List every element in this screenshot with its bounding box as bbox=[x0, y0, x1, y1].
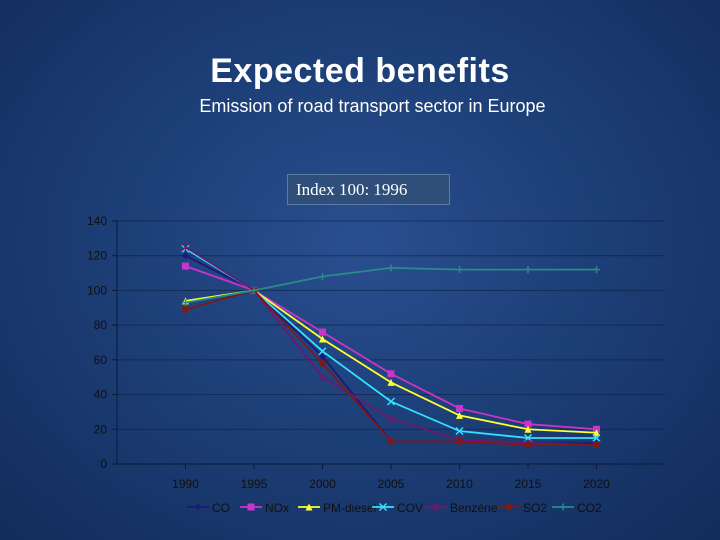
data-point-nox-1990 bbox=[182, 262, 189, 270]
slide-title: Expected benefits bbox=[210, 52, 510, 90]
legend-item-co: CO bbox=[187, 501, 230, 515]
x-tick-label-2000: 2000 bbox=[309, 477, 336, 491]
data-point-so2-2010 bbox=[456, 437, 463, 445]
y-tick-label-0: 0 bbox=[100, 457, 107, 471]
data-point-co-1990 bbox=[182, 252, 189, 260]
series-line-benz-ne bbox=[185, 246, 597, 446]
data-point-benz-ne-1990 bbox=[181, 243, 190, 251]
data-point-co-2000 bbox=[319, 352, 326, 360]
data-point-co2-2015 bbox=[524, 266, 532, 274]
series-benz-ne bbox=[181, 243, 601, 449]
chart-legend: CO NOx PM-diesel COV Benzène SO2 CO2 bbox=[187, 501, 602, 515]
data-point-nox-2015 bbox=[524, 420, 532, 428]
data-point-co2-2010 bbox=[456, 266, 463, 274]
y-tick-label-140: 140 bbox=[87, 214, 107, 228]
data-point-pm-diesel-2000 bbox=[319, 335, 326, 343]
legend-marker-co bbox=[194, 503, 202, 511]
y-tick-label-120: 120 bbox=[87, 249, 107, 263]
legend-marker-so2 bbox=[505, 503, 513, 511]
data-point-nox-2000 bbox=[319, 328, 326, 336]
x-tick-label-2010: 2010 bbox=[446, 477, 473, 491]
chart-series bbox=[181, 243, 601, 449]
index-label: Index 100: 1996 bbox=[296, 180, 408, 199]
legend-marker-benz-ne bbox=[432, 503, 440, 511]
legend-label-so2: SO2 bbox=[523, 501, 547, 515]
x-tick-label-2015: 2015 bbox=[515, 477, 542, 491]
legend-marker-co2 bbox=[559, 503, 567, 511]
legend-marker-pm-diesel bbox=[305, 503, 313, 511]
data-point-nox-2005 bbox=[387, 370, 395, 378]
legend-item-so2: SO2 bbox=[498, 501, 547, 515]
data-point-benz-ne-2005 bbox=[387, 414, 395, 423]
data-point-co2-1995 bbox=[250, 286, 258, 294]
legend-label-pm-diesel: PM-diesel bbox=[323, 501, 376, 515]
legend-item-co2: CO2 bbox=[552, 501, 602, 515]
legend-item-pm-diesel: PM-diesel bbox=[298, 501, 376, 515]
data-point-so2-2000 bbox=[319, 359, 326, 367]
data-point-so2-2015 bbox=[524, 441, 532, 449]
legend-item-nox: NOx bbox=[240, 501, 289, 515]
y-tick-label-20: 20 bbox=[94, 422, 108, 436]
data-point-so2-2005 bbox=[387, 437, 395, 445]
series-line-cov bbox=[185, 248, 597, 439]
data-point-cov-2020 bbox=[592, 433, 601, 442]
x-tick-label-1995: 1995 bbox=[241, 477, 268, 491]
legend-label-cov: COV bbox=[397, 501, 423, 515]
series-pm-diesel bbox=[182, 286, 600, 437]
data-point-so2-2020 bbox=[593, 441, 600, 449]
legend-label-co: CO bbox=[212, 501, 230, 515]
legend-label-nox: NOx bbox=[265, 501, 289, 515]
data-point-pm-diesel-2020 bbox=[593, 429, 600, 437]
data-point-pm-diesel-2005 bbox=[387, 378, 395, 386]
data-point-co2-2020 bbox=[593, 266, 600, 274]
data-point-co2-1990 bbox=[182, 299, 189, 307]
series-line-pm-diesel bbox=[185, 289, 597, 434]
data-point-cov-2010 bbox=[455, 426, 464, 436]
series-cov bbox=[181, 244, 601, 442]
data-point-co2-2005 bbox=[387, 264, 395, 272]
series-line-co bbox=[185, 254, 597, 445]
x-tick-label-2020: 2020 bbox=[583, 477, 610, 491]
legend-marker-cov bbox=[378, 502, 388, 512]
legend-label-co2: CO2 bbox=[577, 501, 602, 515]
legend-label-benz-ne: Benzène bbox=[450, 501, 498, 515]
series-co2 bbox=[182, 264, 600, 307]
y-tick-label-60: 60 bbox=[94, 353, 108, 367]
legend-item-benz-ne: Benzène bbox=[425, 501, 498, 515]
slide-subtitle: Emission of road transport sector in Eur… bbox=[199, 96, 546, 116]
data-point-cov-2000 bbox=[318, 347, 327, 356]
y-tick-label-80: 80 bbox=[94, 318, 108, 332]
data-point-benz-ne-2000 bbox=[318, 373, 327, 382]
legend-marker-nox bbox=[247, 503, 255, 511]
legend-item-cov: COV bbox=[372, 501, 423, 515]
data-point-nox-2010 bbox=[456, 404, 463, 412]
chart-axes: 0 20 40 60 80 100 120 140 1990 1995 2000 2005 2010 20… bbox=[87, 214, 665, 491]
x-tick-label-2005: 2005 bbox=[378, 477, 405, 491]
y-tick-label-100: 100 bbox=[87, 283, 107, 297]
y-tick-label-40: 40 bbox=[94, 388, 108, 402]
data-point-cov-2005 bbox=[386, 397, 396, 406]
x-tick-label-1990: 1990 bbox=[172, 477, 199, 491]
data-point-pm-diesel-2015 bbox=[524, 425, 532, 433]
data-point-co2-2000 bbox=[319, 273, 326, 281]
data-point-so2-1990 bbox=[182, 306, 189, 314]
data-point-pm-diesel-2010 bbox=[456, 411, 463, 419]
index-label-box: Index 100: 1996 bbox=[287, 174, 450, 205]
series-nox bbox=[182, 262, 600, 433]
